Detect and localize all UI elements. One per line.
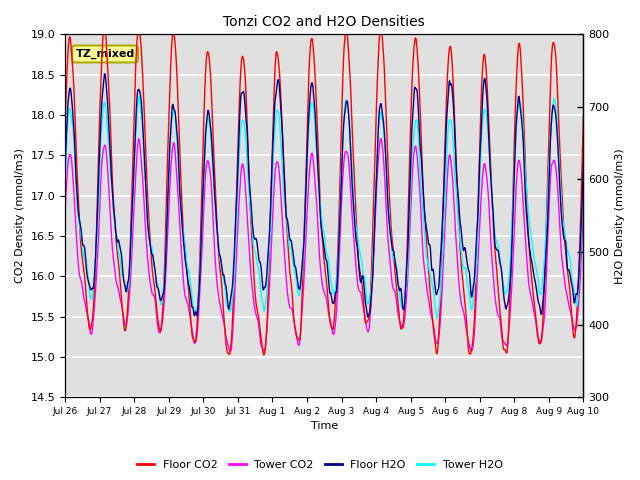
Legend: Floor CO2, Tower CO2, Floor H2O, Tower H2O: Floor CO2, Tower CO2, Floor H2O, Tower H…	[133, 456, 507, 474]
Y-axis label: CO2 Density (mmol/m3): CO2 Density (mmol/m3)	[15, 148, 25, 283]
Text: TZ_mixed: TZ_mixed	[76, 49, 134, 59]
Y-axis label: H2O Density (mmol/m3): H2O Density (mmol/m3)	[615, 148, 625, 284]
X-axis label: Time: Time	[310, 421, 338, 432]
Title: Tonzi CO2 and H2O Densities: Tonzi CO2 and H2O Densities	[223, 15, 425, 29]
